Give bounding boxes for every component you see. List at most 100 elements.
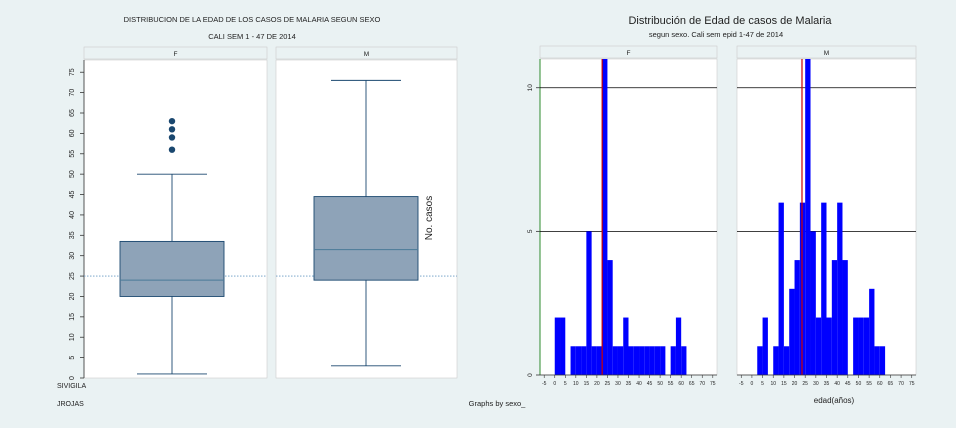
histogram-x-tick-label: -5	[542, 381, 547, 387]
histogram-x-tick-label: 55	[866, 381, 872, 387]
histogram-bar	[675, 317, 682, 375]
histogram-bar	[810, 231, 816, 375]
boxplot-strip-f	[83, 46, 268, 60]
histogram-bar	[654, 346, 661, 375]
boxplot-strip-m	[275, 46, 458, 60]
histogram-x-tick-label: 25	[605, 381, 611, 387]
histogram-bar	[660, 346, 666, 375]
histogram-bar	[821, 202, 827, 375]
histogram-bar	[863, 317, 870, 375]
histogram-x-ticks: -5 0 5 10 15 20 25 30 35 40 45 50 55 60 65 70 75 -5 0 5 10 15…	[542, 375, 915, 387]
histogram-bar	[805, 59, 811, 375]
histogram-x-tick-label: 20	[792, 381, 798, 387]
histogram-strip-m	[736, 45, 917, 59]
histogram-bar	[570, 346, 576, 375]
boxplot-y-tick-label: 15	[69, 313, 76, 321]
histogram-bar	[879, 346, 886, 375]
boxplot-y-tick-label: 50	[69, 170, 76, 178]
boxplot-y-ticks: 0 5 10 15 20 25 30 35 40 45 50 55 60 65 70 75	[69, 68, 84, 380]
histogram-y-tick-label: 5	[527, 229, 534, 233]
boxplot-y-tick-label: 40	[69, 211, 76, 219]
boxplot-y-tick-label: 5	[69, 356, 76, 360]
histogram-bar	[874, 346, 880, 375]
histogram-x-label: edad(años)	[814, 396, 855, 405]
boxplot-y-tick-label: 55	[69, 150, 76, 158]
histogram-bar	[831, 260, 838, 375]
histogram-bar	[633, 346, 640, 375]
histogram-y-tick-label: 0	[527, 373, 534, 377]
boxplot-y-tick-label: 35	[69, 231, 76, 239]
histogram-bar	[826, 317, 832, 375]
histogram-x-tick-label: 5	[761, 381, 764, 387]
boxplot-title: DISTRIBUCION DE LA EDAD DE LOS CASOS DE …	[124, 15, 381, 24]
boxplot-y-tick-label: 45	[69, 191, 76, 199]
histogram-x-tick-label: 30	[615, 381, 621, 387]
boxplot-footnote-1: SIVIGILA	[57, 383, 87, 390]
histogram-x-tick-label: 50	[657, 381, 663, 387]
histogram-y-ticks: 0 5 10	[527, 84, 540, 377]
boxplot-y-tick-label: 10	[69, 333, 76, 341]
histogram-x-tick-label: 60	[877, 381, 883, 387]
histogram-bar	[853, 317, 859, 375]
histogram-x-tick-label: 60	[678, 381, 684, 387]
histogram-bar	[639, 346, 645, 375]
histogram-strip-m-label: M	[824, 50, 829, 57]
histogram-bar	[837, 202, 843, 375]
histogram-x-tick-label: 65	[888, 381, 894, 387]
histogram-bar	[757, 346, 763, 375]
boxplot-y-tick-label: 70	[69, 89, 76, 97]
histogram-bar	[762, 317, 768, 375]
histogram-x-tick-label: 15	[781, 381, 787, 387]
histogram-bar	[591, 346, 597, 375]
histogram-x-tick-label: 20	[594, 381, 600, 387]
histogram-title: Distribución de Edad de casos de Malaria	[628, 15, 832, 27]
histogram-bar	[628, 346, 634, 375]
histogram-y-tick-label: 10	[527, 84, 534, 92]
boxplot-strip-m-label: M	[364, 51, 369, 58]
boxplot-outlier	[168, 117, 176, 125]
histogram-x-tick-label: 10	[770, 381, 776, 387]
boxplot-panel-f	[83, 59, 268, 379]
boxplot-y-tick-label: 25	[69, 272, 76, 280]
histogram-bar	[783, 346, 790, 375]
boxplot-outlier	[168, 134, 176, 141]
boxplot-strip-f-label: F	[174, 51, 178, 58]
boxplot-outlier	[168, 146, 176, 153]
histogram-x-tick-label: 0	[553, 381, 556, 387]
histogram-x-tick-label: 75	[909, 381, 915, 387]
histogram-bar	[778, 202, 784, 375]
histogram-bar	[623, 317, 629, 375]
histogram-x-tick-label: 35	[824, 381, 830, 387]
histogram-x-tick-label: 45	[845, 381, 851, 387]
boxplot-y-tick-label: 0	[69, 376, 76, 380]
histogram-bar	[596, 346, 603, 375]
histogram-x-tick-label: 50	[856, 381, 862, 387]
histogram-bar	[644, 346, 650, 375]
histogram-subtitle: segun sexo. Cali sem epid 1-47 de 2014	[649, 30, 783, 39]
histogram-bar	[617, 346, 624, 375]
histogram-x-tick-label: 5	[564, 381, 567, 387]
histogram-x-tick-label: 55	[668, 381, 674, 387]
histogram-y-label: No. casos	[424, 196, 435, 240]
histogram-bar	[586, 231, 592, 375]
boxplot-y-tick-label: 65	[69, 109, 76, 117]
histogram-x-tick-label: 40	[636, 381, 642, 387]
histogram-bar	[554, 317, 561, 375]
histogram-bar	[842, 260, 848, 375]
histogram-bar	[670, 346, 676, 375]
boxplot-y-tick-label: 75	[69, 68, 76, 76]
histogram-x-tick-label: 70	[898, 381, 904, 387]
boxplot-marks	[84, 79, 457, 375]
histogram-bar	[858, 317, 864, 375]
boxplot-panel-m	[275, 59, 458, 379]
boxplot-outlier	[168, 126, 176, 133]
histogram-x-tick-label: 0	[751, 381, 754, 387]
boxplot-footnote-2: JROJAS	[57, 401, 84, 408]
histogram-bar	[607, 260, 613, 375]
histogram-x-tick-label: 45	[647, 381, 653, 387]
histogram-x-tick-label: 15	[584, 381, 590, 387]
histogram-x-tick-label: 10	[573, 381, 579, 387]
histogram-bar	[612, 346, 618, 375]
boxplot-y-tick-label: 20	[69, 292, 76, 300]
